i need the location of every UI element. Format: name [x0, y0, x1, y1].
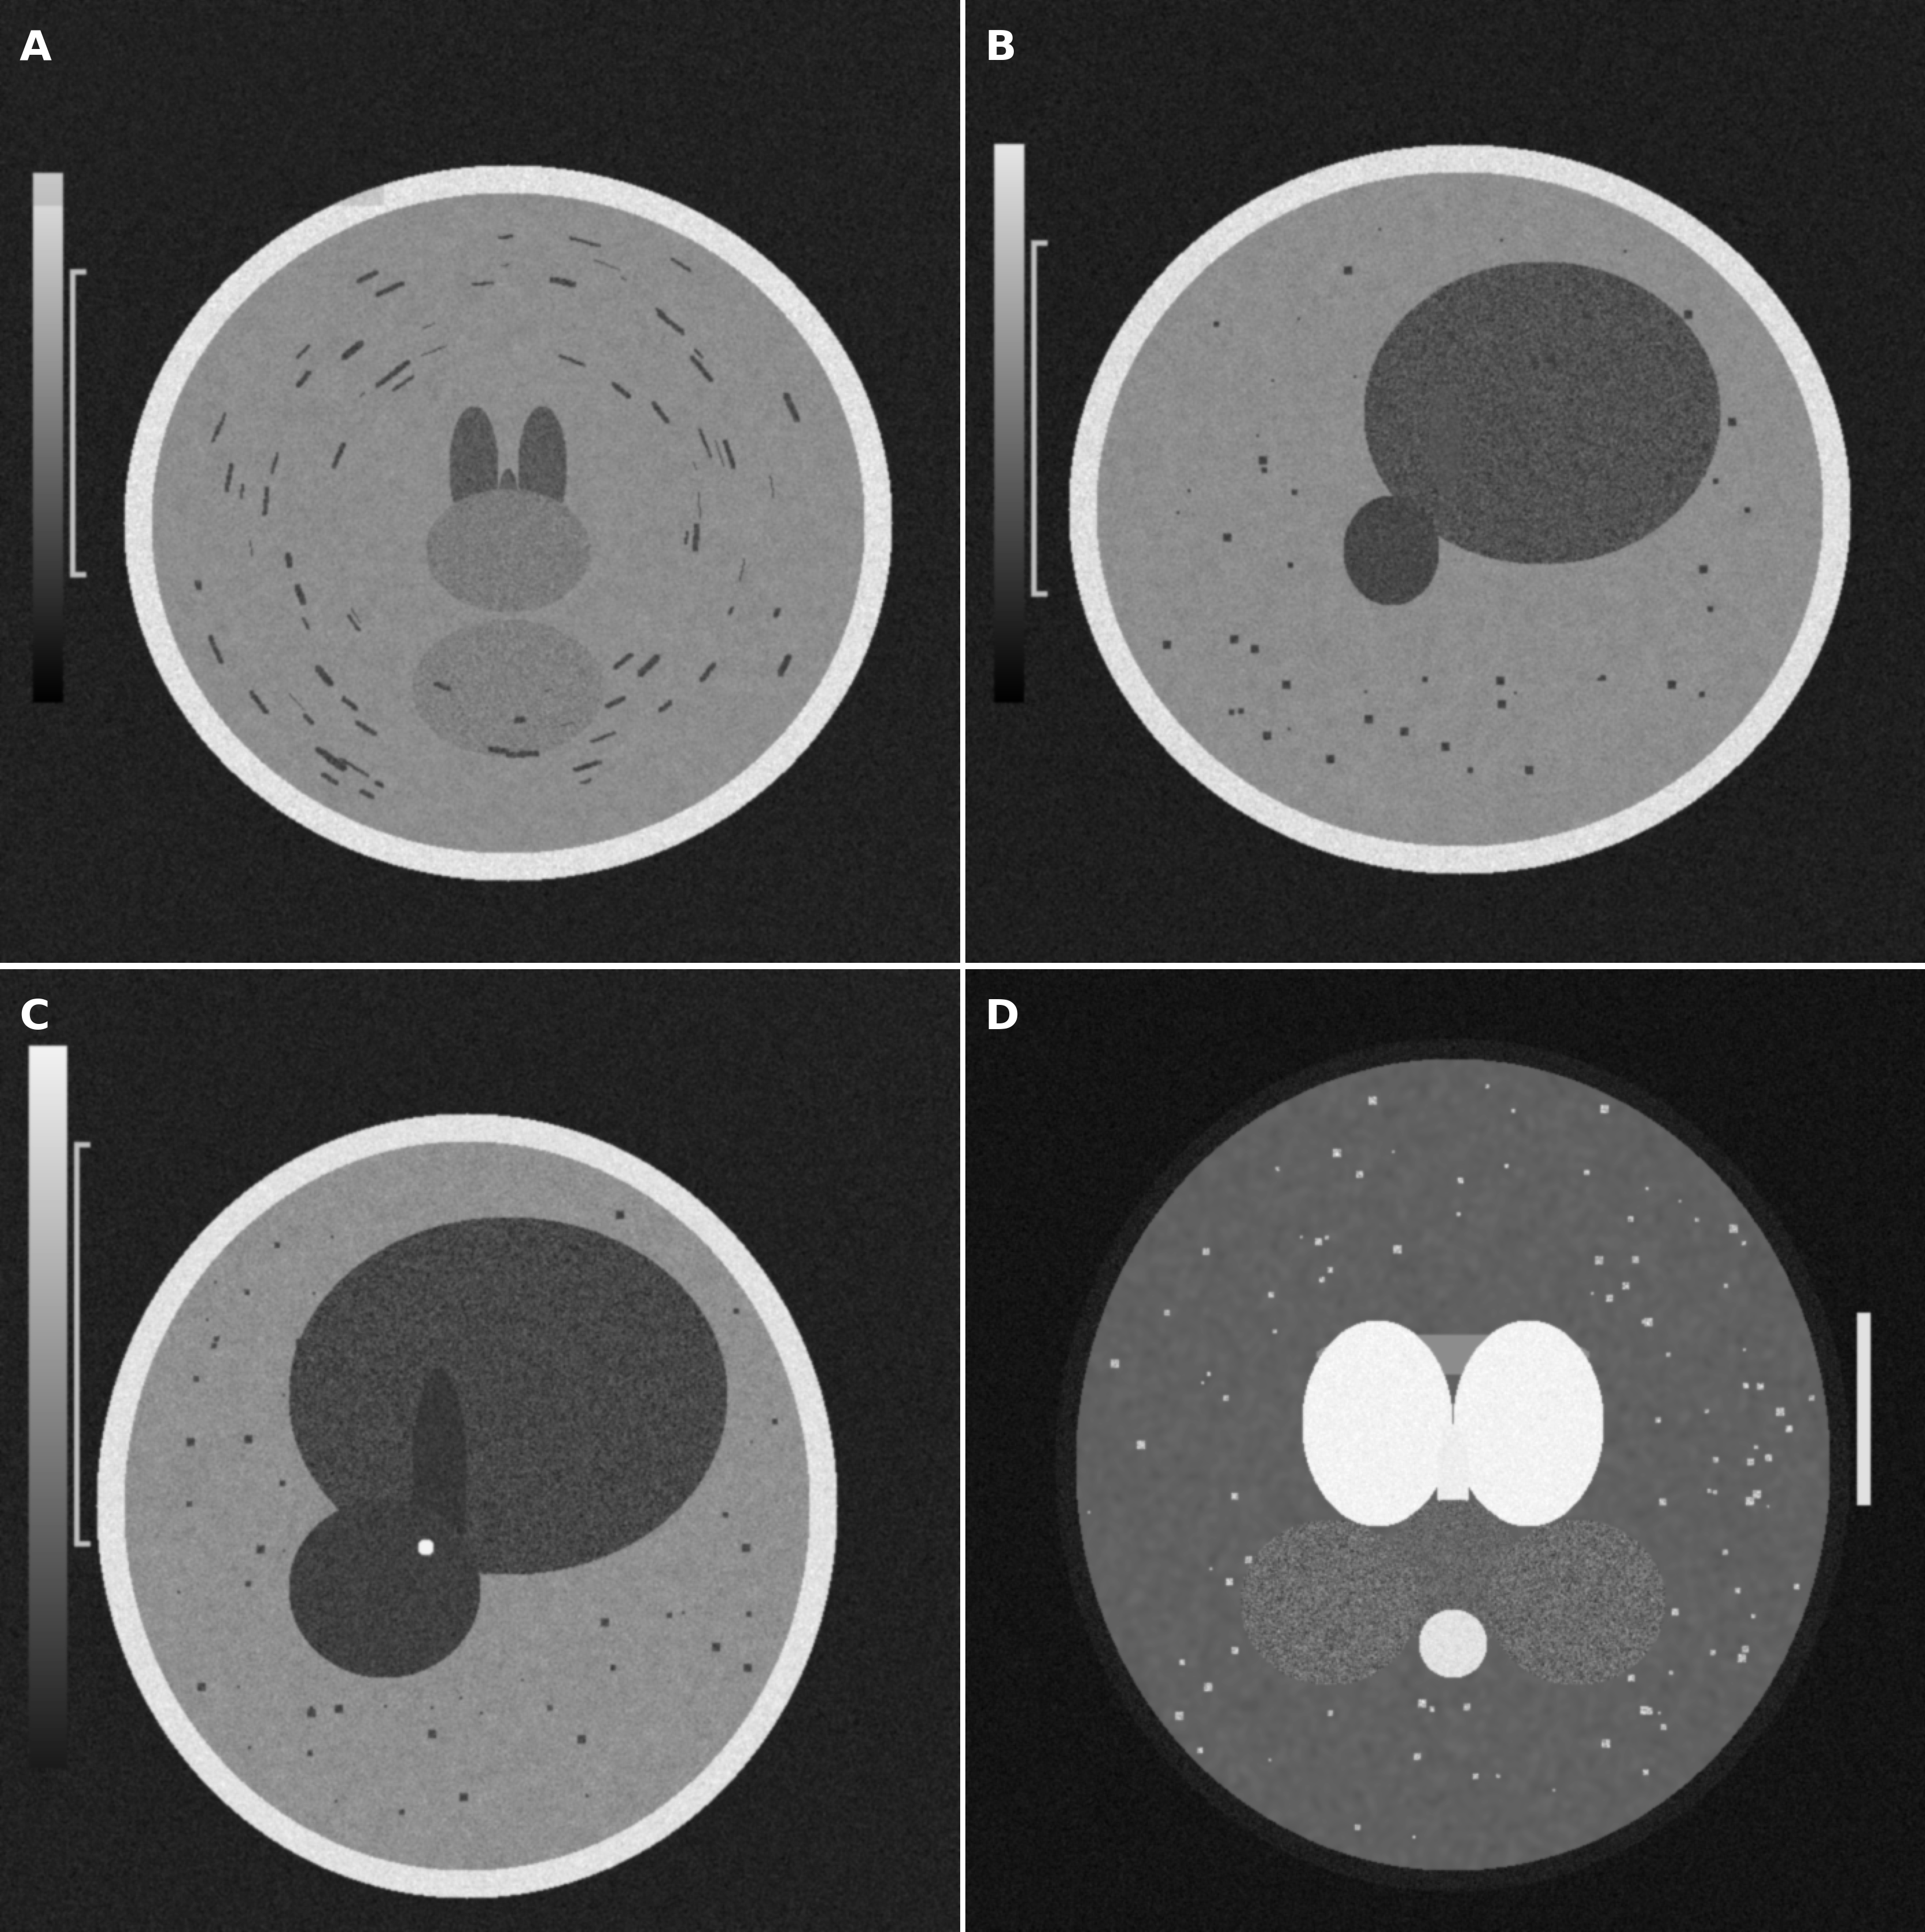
Text: A: A: [19, 29, 52, 70]
Text: D: D: [984, 997, 1018, 1037]
Text: C: C: [19, 997, 50, 1037]
Text: B: B: [984, 29, 1016, 70]
